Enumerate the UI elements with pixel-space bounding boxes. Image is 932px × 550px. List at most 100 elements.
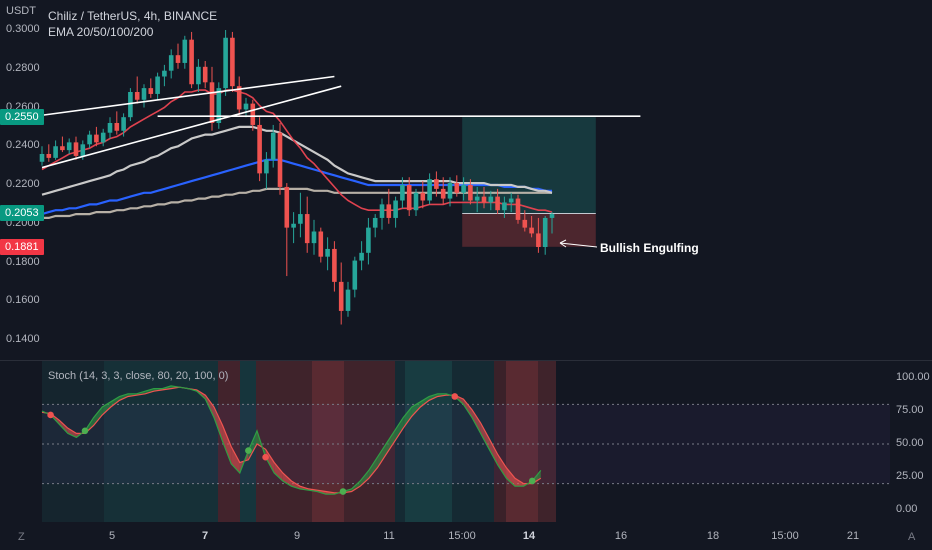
candle-body bbox=[481, 196, 487, 203]
candle-body bbox=[223, 37, 228, 89]
candle-body bbox=[100, 132, 106, 143]
candle-body bbox=[66, 142, 72, 151]
candle-body bbox=[114, 123, 120, 131]
candle-body bbox=[338, 281, 344, 311]
stoch-fill-segment bbox=[93, 407, 103, 426]
candle-body bbox=[182, 39, 188, 63]
candle-body bbox=[250, 103, 256, 125]
stoch-zone-band bbox=[240, 361, 256, 522]
candle-body bbox=[413, 192, 419, 211]
candle-body bbox=[461, 185, 466, 193]
trendline bbox=[41, 85, 342, 169]
price-tick-label: 0.1400 bbox=[6, 333, 40, 345]
stoch-fill-segment bbox=[489, 438, 498, 466]
stoch-indicator-label[interactable]: Stoch (14, 3, 3, close, 80, 20, 100, 0) bbox=[48, 370, 229, 382]
candle-body bbox=[454, 183, 460, 193]
stoch-cross-dot bbox=[47, 411, 54, 419]
candle-body bbox=[107, 123, 113, 133]
stoch-tick-label: 25.00 bbox=[896, 470, 924, 482]
candle-body bbox=[73, 142, 79, 156]
price-tick-label: 0.2400 bbox=[6, 139, 40, 152]
candle-body bbox=[270, 132, 276, 160]
candle-body bbox=[406, 185, 412, 211]
time-tick-label: 21 bbox=[846, 530, 860, 542]
stoch-tick-label: 50.00 bbox=[896, 437, 924, 449]
ema-indicator-label[interactable]: EMA 20/50/100/200 bbox=[48, 25, 154, 39]
candle-body bbox=[141, 88, 147, 100]
candle-body bbox=[495, 196, 500, 211]
candle-body bbox=[46, 154, 52, 158]
zoom-toggle-icon[interactable]: Z bbox=[18, 531, 25, 543]
stoch-fill-segment bbox=[214, 407, 223, 442]
candle-body bbox=[420, 192, 426, 201]
candle-body bbox=[87, 134, 92, 145]
candle-body bbox=[168, 55, 174, 71]
stoch-fill-segment bbox=[360, 470, 369, 487]
stoch-fill-segment bbox=[145, 388, 154, 394]
time-tick-label: 14 bbox=[522, 530, 536, 542]
stoch-fill-segment bbox=[480, 422, 490, 450]
stoch-fill-segment bbox=[497, 454, 507, 479]
candle-body bbox=[372, 217, 378, 228]
candle-body bbox=[94, 134, 99, 143]
auto-scale-icon[interactable]: A bbox=[908, 531, 916, 543]
stoch-tick-label: 100.00 bbox=[896, 371, 930, 383]
ema50-line bbox=[41, 125, 553, 196]
stoch-zone-band bbox=[256, 361, 312, 522]
candle-body bbox=[325, 248, 330, 257]
stoch-cross-dot bbox=[339, 488, 347, 495]
candle-body bbox=[400, 185, 405, 201]
stoch-zone-band bbox=[344, 361, 395, 522]
candle-body bbox=[393, 200, 398, 218]
candle-body bbox=[440, 188, 446, 199]
candle-body bbox=[148, 88, 154, 94]
stop-zone bbox=[462, 213, 596, 247]
candle-body bbox=[352, 260, 358, 290]
symbol-title[interactable]: Chiliz / TetherUS, 4h, BINANCE bbox=[48, 9, 218, 23]
candle-body bbox=[155, 76, 160, 94]
annotation-arrow-shaft bbox=[559, 242, 598, 248]
stoch-fill-segment bbox=[394, 417, 404, 442]
candle-body bbox=[291, 223, 296, 228]
trendline bbox=[41, 75, 335, 117]
candle-body bbox=[230, 37, 235, 87]
candle-body bbox=[202, 66, 208, 83]
candle-body bbox=[549, 214, 555, 218]
candle-body bbox=[121, 117, 126, 131]
ema100-line bbox=[41, 158, 552, 216]
price-badge: 0.1881 bbox=[0, 238, 44, 255]
price-tick-label: 0.2800 bbox=[6, 61, 40, 74]
time-tick-label: 5 bbox=[108, 530, 116, 542]
stoch-fill-segment bbox=[463, 399, 472, 418]
candle-body bbox=[277, 132, 283, 187]
stoch-tick-label: 75.00 bbox=[896, 404, 924, 416]
candle-body bbox=[53, 146, 58, 158]
candle-body bbox=[134, 92, 140, 100]
stoch-fill-segment bbox=[411, 401, 421, 417]
time-tick-label: 16 bbox=[614, 530, 628, 542]
stoch-fill-segment bbox=[472, 409, 481, 434]
candle-body bbox=[189, 39, 194, 85]
ema20-line bbox=[41, 89, 553, 213]
stoch-fill-segment bbox=[282, 473, 292, 487]
stoch-cross-dot bbox=[528, 477, 536, 485]
stoch-zone-band bbox=[405, 361, 452, 522]
stoch-fill-segment bbox=[59, 420, 68, 434]
stoch-fill-segment bbox=[420, 396, 429, 408]
price-badge: 0.2550 bbox=[0, 109, 44, 126]
price-tick-label: 0.1600 bbox=[6, 294, 40, 307]
time-tick-label: 15:00 bbox=[771, 530, 799, 542]
candle-body bbox=[128, 92, 133, 118]
stoch-fill-segment bbox=[377, 444, 386, 468]
stoch-fill-segment bbox=[231, 446, 240, 474]
time-tick-label: 9 bbox=[293, 530, 301, 542]
time-tick-label: 11 bbox=[383, 530, 395, 542]
price-tick-label: 0.3000 bbox=[6, 23, 40, 35]
candle-body bbox=[522, 219, 528, 228]
candle-body bbox=[427, 179, 432, 201]
stoch-zone-band bbox=[395, 361, 405, 522]
candle-body bbox=[304, 214, 310, 244]
stoch-zone-band bbox=[538, 361, 556, 522]
